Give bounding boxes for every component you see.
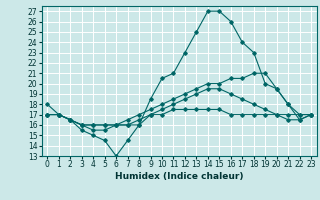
X-axis label: Humidex (Indice chaleur): Humidex (Indice chaleur): [115, 172, 244, 181]
